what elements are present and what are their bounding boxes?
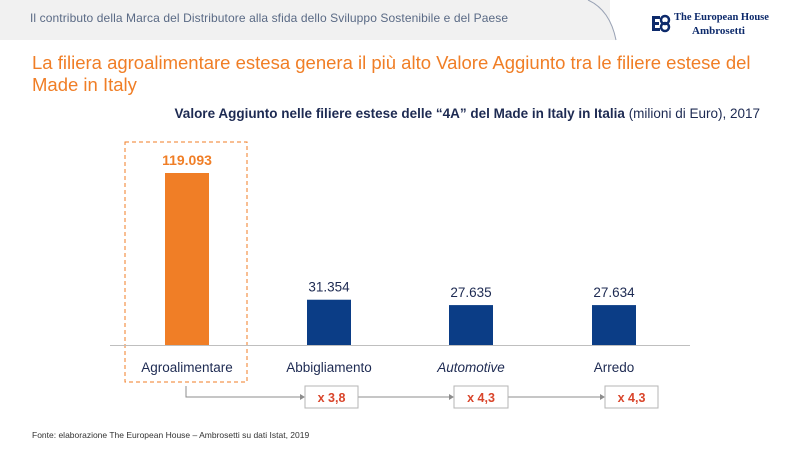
bar-chart: 119.093 Agroalimentare 31.354 Abbigliamento…: [110, 141, 690, 409]
multiplier-label: x 4,3: [618, 391, 646, 405]
chart-subtitle-bold: Valore Aggiunto nelle filiere estese del…: [174, 106, 625, 121]
bar-automotive: [449, 305, 493, 345]
category-label: Arredo: [594, 360, 635, 375]
data-label: 31.354: [308, 280, 350, 295]
bar-abbigliamento: [307, 299, 351, 345]
multiplier-box: [453, 385, 509, 409]
category-label: Agroalimentare: [141, 360, 233, 375]
highlight-box: [124, 141, 248, 383]
multiplier-box: [304, 385, 359, 409]
connector-line: [185, 386, 300, 398]
header-text: Il contributo della Marca del Distributo…: [30, 11, 509, 25]
arrow-head: [600, 394, 605, 400]
data-label: 27.635: [450, 285, 491, 300]
slide-title: La filiera agroalimentare estesa genera …: [32, 52, 751, 95]
data-label: 27.634: [593, 285, 635, 300]
chart-subtitle: Valore Aggiunto nelle filiere estese del…: [0, 106, 800, 121]
ambrosetti-logo-icon: [652, 14, 671, 33]
arrow-head: [449, 394, 454, 400]
arrow-head: [300, 394, 305, 400]
header-curve: [580, 0, 617, 41]
chart-subtitle-unit: (milioni di Euro), 2017: [624, 106, 760, 121]
category-label: Abbigliamento: [286, 360, 372, 375]
multiplier-box: [604, 385, 659, 409]
data-label: 119.093: [162, 152, 212, 168]
logo: The European House Ambrosetti: [650, 12, 790, 38]
logo-line-1: The European House: [674, 12, 769, 23]
category-label: Automotive: [436, 360, 505, 375]
bar-agroalimentare: [165, 173, 209, 345]
bar-arredo: [592, 305, 636, 345]
footnote: Fonte: elaborazione The European House –…: [32, 430, 310, 440]
header-bar: [0, 0, 610, 40]
logo-line-2: Ambrosetti: [692, 25, 745, 37]
multiplier-label: x 3,8: [318, 391, 346, 405]
multiplier-label: x 4,3: [467, 391, 495, 405]
